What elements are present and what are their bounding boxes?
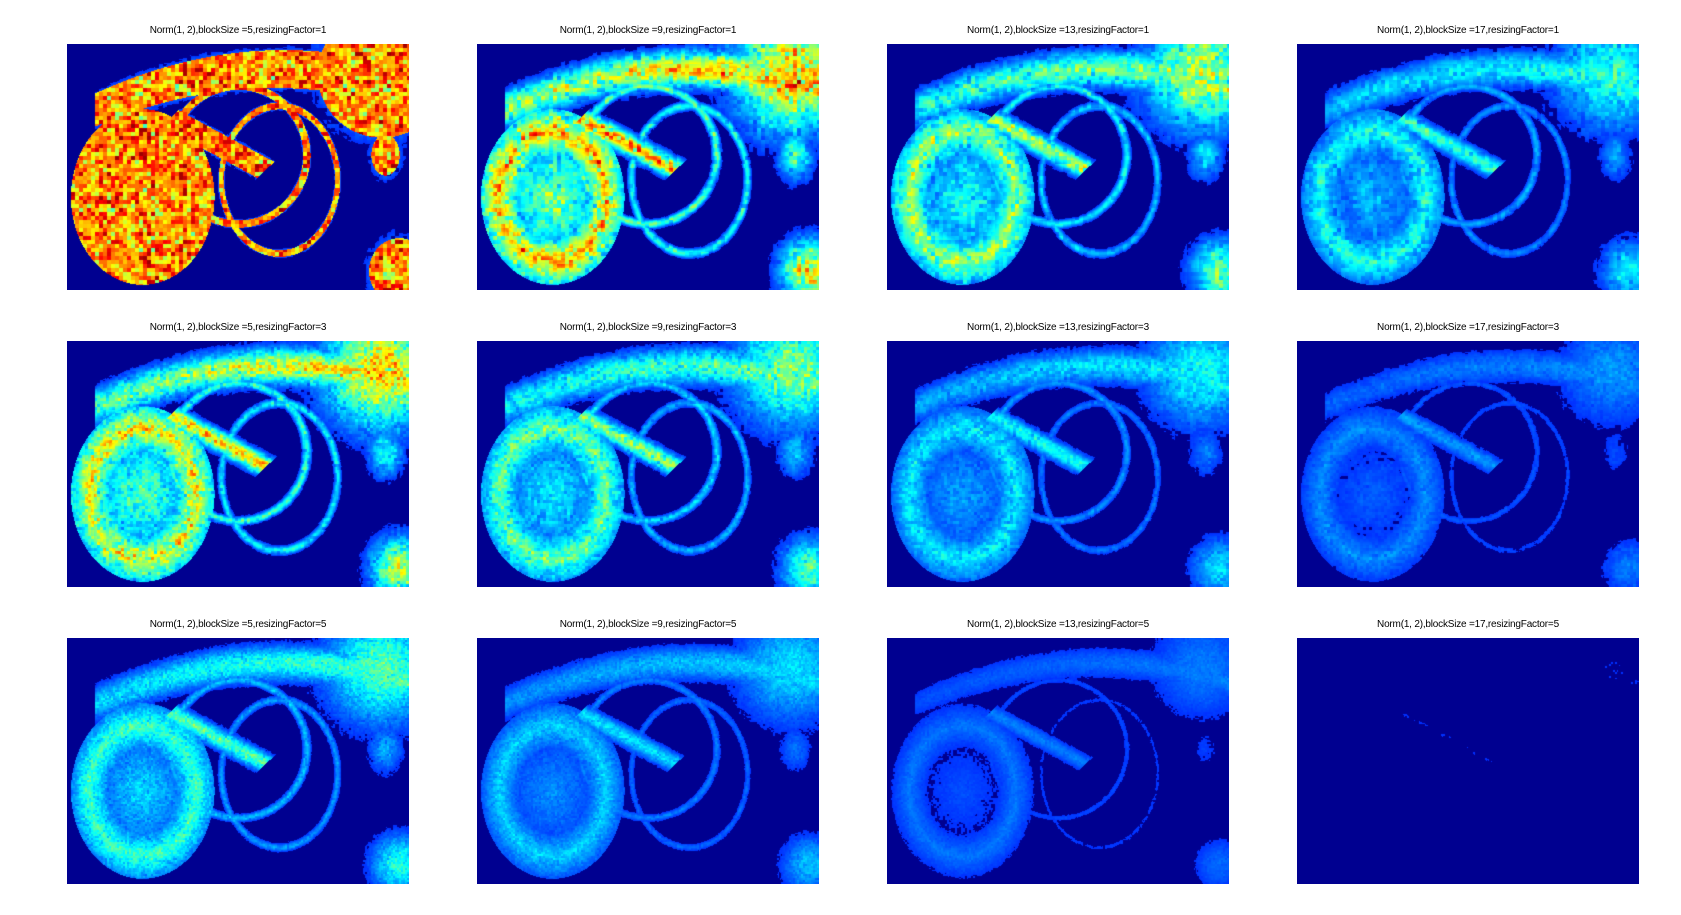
- panel-bs5-rf5: Norm(1, 2),blockSize =5,resizingFactor=5: [67, 619, 409, 884]
- panel-bs13-rf3: Norm(1, 2),blockSize =13,resizingFactor=…: [887, 322, 1229, 587]
- panel-bs5-rf3: Norm(1, 2),blockSize =5,resizingFactor=3: [67, 322, 409, 587]
- heatmap-image: [477, 44, 819, 290]
- heatmap-image: [887, 341, 1229, 587]
- heatmap-image: [477, 341, 819, 587]
- panel-title: Norm(1, 2),blockSize =5,resizingFactor=5: [149, 619, 327, 630]
- panel-title: Norm(1, 2),blockSize =17,resizingFactor=…: [1377, 25, 1559, 36]
- heatmap-image: [1297, 638, 1639, 884]
- panel-bs17-rf3: Norm(1, 2),blockSize =17,resizingFactor=…: [1297, 322, 1639, 587]
- panel-title: Norm(1, 2),blockSize =17,resizingFactor=…: [1377, 619, 1559, 630]
- panel-title: Norm(1, 2),blockSize =9,resizingFactor=1: [559, 25, 737, 36]
- panel-title: Norm(1, 2),blockSize =9,resizingFactor=5: [559, 619, 737, 630]
- heatmap-image: [67, 638, 409, 884]
- panel-bs5-rf1: Norm(1, 2),blockSize =5,resizingFactor=1: [67, 25, 409, 290]
- heatmap-image: [1297, 341, 1639, 587]
- heatmap-image: [1297, 44, 1639, 290]
- panel-title: Norm(1, 2),blockSize =5,resizingFactor=3: [149, 322, 327, 333]
- heatmap-image: [887, 44, 1229, 290]
- panel-title: Norm(1, 2),blockSize =17,resizingFactor=…: [1377, 322, 1559, 333]
- panel-bs13-rf5: Norm(1, 2),blockSize =13,resizingFactor=…: [887, 619, 1229, 884]
- heatmap-image: [887, 638, 1229, 884]
- heatmap-image: [67, 44, 409, 290]
- panel-title: Norm(1, 2),blockSize =5,resizingFactor=1: [149, 25, 327, 36]
- panel-title: Norm(1, 2),blockSize =13,resizingFactor=…: [967, 322, 1149, 333]
- panel-bs17-rf1: Norm(1, 2),blockSize =17,resizingFactor=…: [1297, 25, 1639, 290]
- panel-title: Norm(1, 2),blockSize =9,resizingFactor=3: [559, 322, 737, 333]
- panel-bs17-rf5: Norm(1, 2),blockSize =17,resizingFactor=…: [1297, 619, 1639, 884]
- heatmap-image: [67, 341, 409, 587]
- heatmap-image: [477, 638, 819, 884]
- panel-bs9-rf1: Norm(1, 2),blockSize =9,resizingFactor=1: [477, 25, 819, 290]
- panel-title: Norm(1, 2),blockSize =13,resizingFactor=…: [967, 25, 1149, 36]
- panel-bs13-rf1: Norm(1, 2),blockSize =13,resizingFactor=…: [887, 25, 1229, 290]
- panel-bs9-rf3: Norm(1, 2),blockSize =9,resizingFactor=3: [477, 322, 819, 587]
- panel-bs9-rf5: Norm(1, 2),blockSize =9,resizingFactor=5: [477, 619, 819, 884]
- panel-title: Norm(1, 2),blockSize =13,resizingFactor=…: [967, 619, 1149, 630]
